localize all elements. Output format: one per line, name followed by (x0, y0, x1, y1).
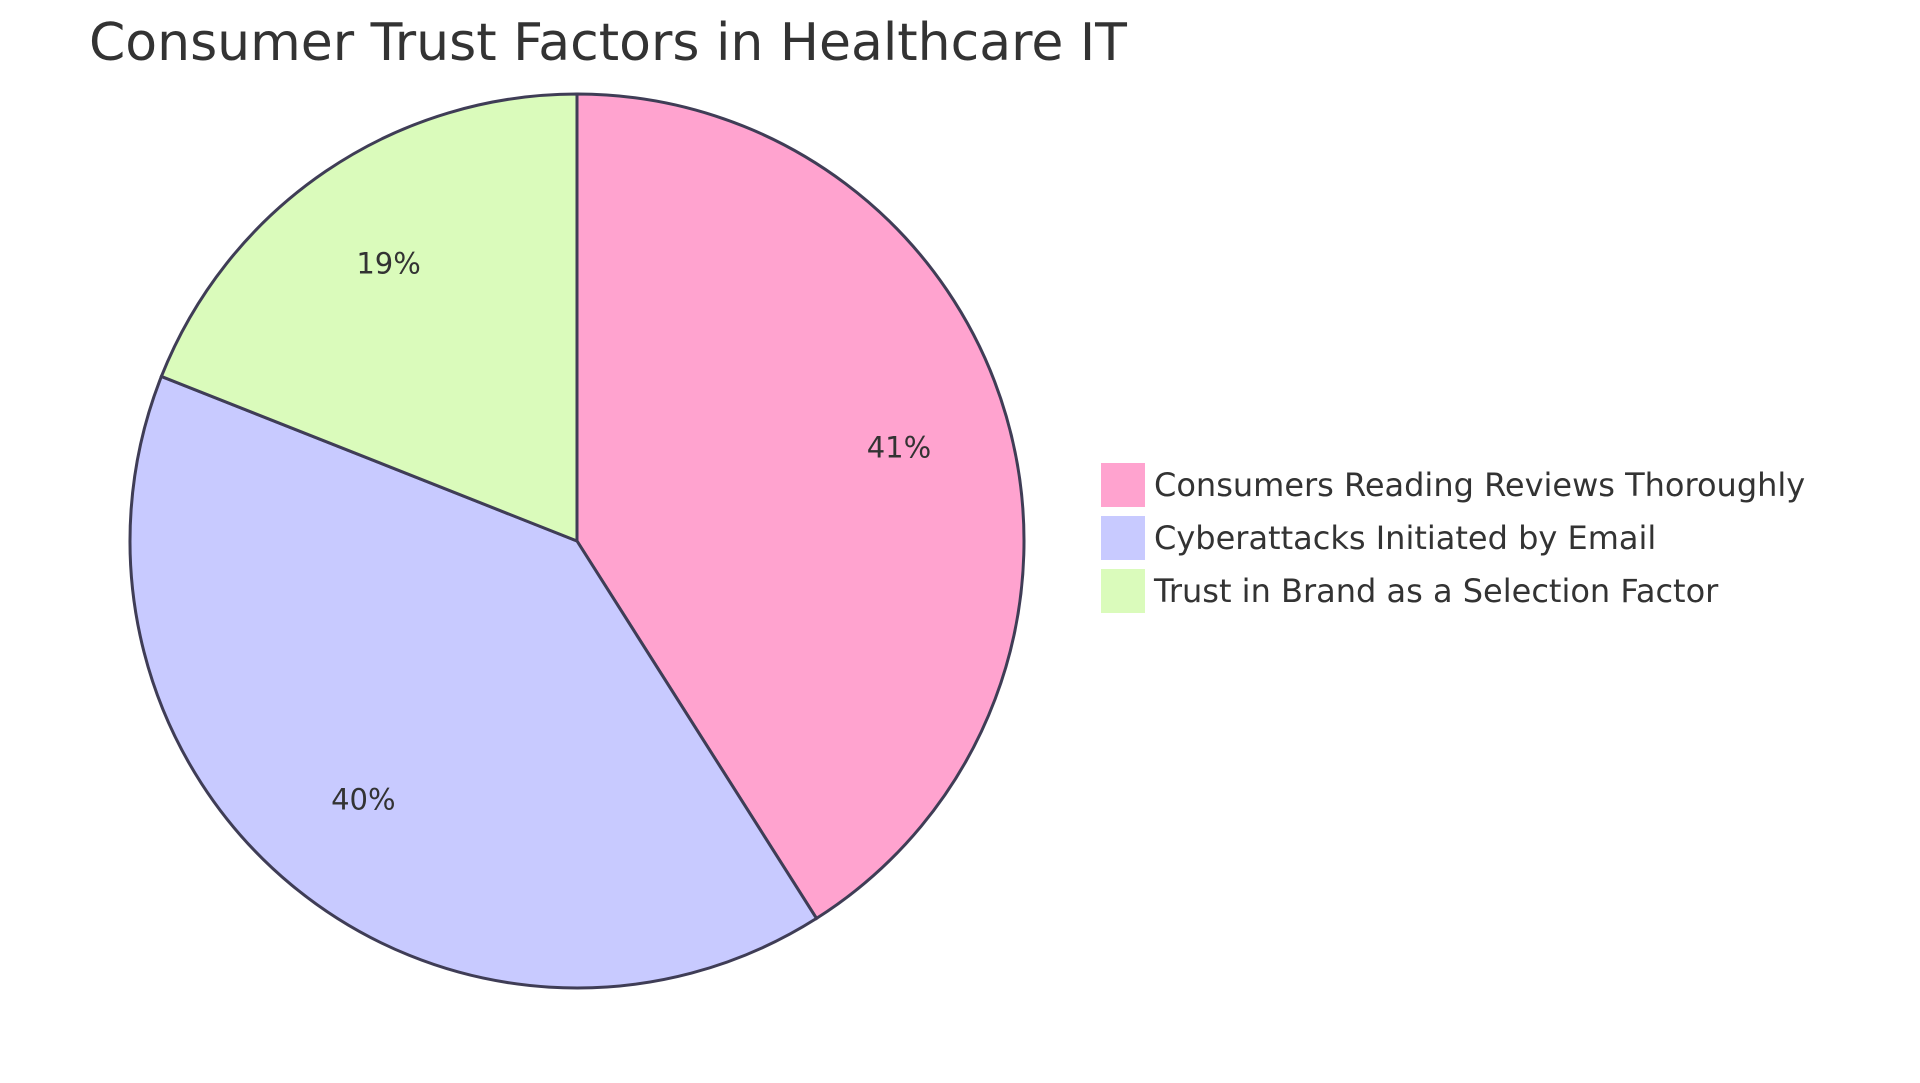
pie-slice-1 (575, 92, 1026, 921)
legend-label-2: Cyberattacks Initiated by Email (1154, 519, 1656, 557)
pie-slice-3 (159, 92, 579, 544)
slice-label-2: 40% (331, 782, 395, 816)
pie-slice-2 (128, 374, 819, 990)
slice-label-1: 41% (867, 430, 931, 464)
pie-slice-labels: 41% 40% 19% (331, 247, 931, 817)
slice-label-3: 19% (356, 247, 420, 281)
legend-swatch-1 (1101, 463, 1145, 507)
chart-title: Consumer Trust Factors in Healthcare IT (89, 13, 1127, 73)
legend: Consumers Reading Reviews Thoroughly Cybe… (1101, 463, 1805, 613)
pie-slices (128, 92, 1026, 990)
legend-swatch-2 (1101, 516, 1145, 560)
legend-label-3: Trust in Brand as a Selection Factor (1153, 572, 1719, 610)
legend-label-1: Consumers Reading Reviews Thoroughly (1154, 466, 1805, 504)
legend-swatch-3 (1101, 569, 1145, 613)
